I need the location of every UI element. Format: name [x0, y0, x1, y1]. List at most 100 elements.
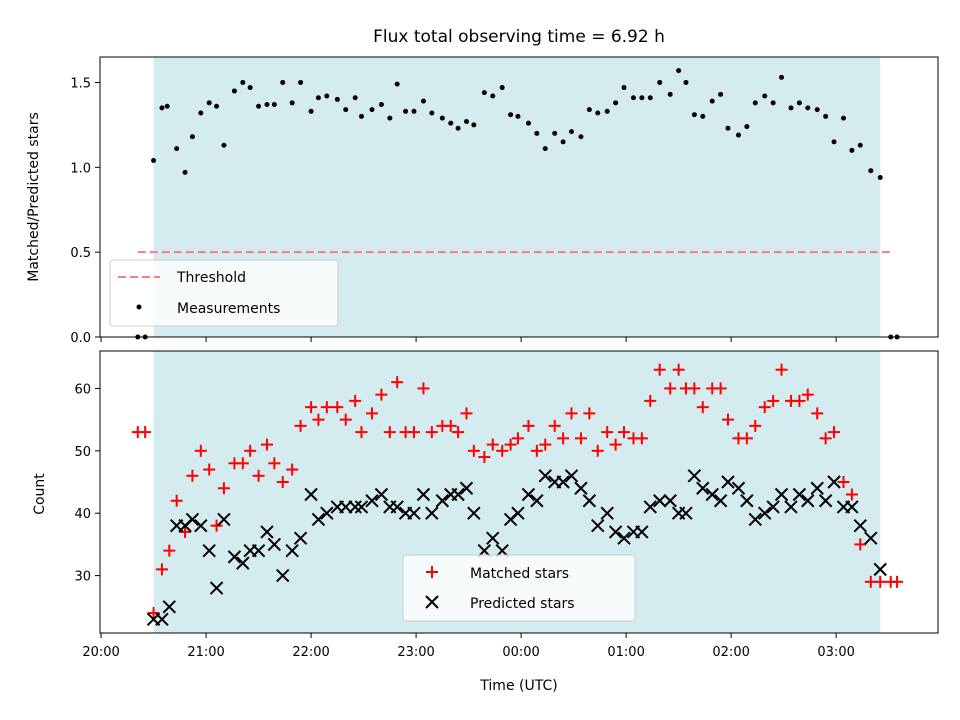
legend-threshold-label: Threshold: [176, 270, 246, 286]
predicted-star-point: [162, 600, 177, 614]
predicted-star-point: [721, 475, 735, 489]
matched-star-point: [425, 426, 438, 439]
predicted-star-point: [293, 531, 308, 545]
predicted-star-point: [407, 506, 421, 520]
measurement-point: [264, 102, 270, 108]
legend-measurements-label: Measurements: [177, 301, 280, 317]
measurement-point: [823, 113, 829, 119]
matched-star-point: [260, 438, 273, 451]
predicted-star-point: [227, 550, 242, 564]
y-tick-label: 60: [74, 382, 91, 397]
measurement-point: [151, 158, 157, 164]
matched-star-point: [758, 401, 771, 414]
predicted-star-point: [530, 494, 544, 508]
measurement-point: [578, 134, 584, 140]
matched-star-point: [696, 401, 709, 414]
measurement-point: [499, 85, 505, 91]
bottom-plot-frame: [99, 350, 939, 634]
predicted-star-point: [582, 494, 597, 508]
measurement-point: [308, 108, 314, 114]
measurement-point: [214, 103, 220, 109]
measurement-point: [796, 100, 802, 106]
matched-star-point: [186, 469, 199, 482]
matched-star-point: [170, 494, 183, 507]
matched-star-point: [793, 394, 806, 407]
measurement-point: [159, 105, 165, 111]
measurement-point: [481, 90, 487, 96]
matched-star-point: [452, 426, 465, 439]
matched-star-point: [203, 463, 216, 476]
predicted-star-point: [748, 512, 762, 527]
x-tick-label: 20:00: [82, 645, 119, 660]
measurement-point: [683, 79, 689, 85]
predicted-star-point: [687, 469, 702, 483]
measurement-point: [814, 107, 820, 113]
matched-star-point: [496, 444, 509, 457]
matched-star-point: [139, 426, 152, 439]
measurement-point: [630, 95, 636, 101]
measurement-point: [857, 142, 863, 148]
top-panel: 0.0 0.5 1.0 1.5 Flux total observing time =…: [26, 27, 939, 346]
predicted-star-point: [202, 543, 216, 558]
legend-predicted-swatch: [425, 595, 439, 609]
predicted-star-point: [267, 537, 282, 552]
predicted-star-point: [827, 475, 841, 489]
measurement-point: [471, 122, 477, 128]
matched-star-point: [355, 426, 368, 439]
measurement-point: [779, 74, 785, 80]
matched-star-point: [305, 401, 318, 414]
matched-star-point: [147, 607, 160, 620]
x-tick-label: 21:00: [187, 645, 224, 660]
matched-star-point: [565, 407, 578, 420]
predicted-star-point: [853, 518, 867, 533]
matched-star-point: [618, 426, 631, 439]
measurement-point: [849, 147, 855, 153]
predicted-star-point: [194, 518, 208, 533]
matched-star-point: [339, 413, 352, 426]
predicted-stars-points: [146, 469, 887, 626]
measurement-point: [280, 79, 286, 85]
measurement-point: [691, 112, 697, 118]
matched-star-point: [349, 394, 362, 407]
predicted-star-point: [236, 556, 250, 570]
matched-star-point: [276, 476, 289, 489]
measurement-point: [394, 81, 400, 87]
matched-star-point: [417, 382, 430, 395]
matched-star-point: [664, 382, 677, 395]
measurement-point: [534, 130, 540, 136]
bottom-xlabel: Time (UTC): [479, 678, 557, 694]
matched-star-point: [294, 419, 307, 432]
measurement-point: [752, 100, 758, 106]
predicted-star-point: [600, 506, 614, 520]
measurement-point: [271, 102, 277, 108]
matched-star-point: [320, 401, 333, 414]
top-legend: Threshold Measurements: [109, 259, 339, 327]
matched-star-point: [478, 451, 491, 464]
measurement-point: [420, 98, 426, 104]
matched-star-point: [548, 419, 561, 432]
bottom-ticks: 20:00 21:00 22:00 23:00 00:00 01:00 02:00 03:00…: [74, 382, 854, 660]
matched-star-point: [574, 432, 587, 445]
legend-measurements-swatch: [136, 304, 142, 310]
measurement-point: [429, 110, 435, 116]
measurement-point: [805, 105, 811, 111]
y-tick-label: 0.5: [70, 246, 91, 261]
matched-star-point: [740, 432, 753, 445]
predicted-star-point: [574, 481, 588, 495]
predicted-star-point: [486, 531, 500, 545]
matched-star-point: [801, 388, 814, 401]
measurement-point: [735, 132, 741, 138]
y-tick-label: 40: [74, 507, 91, 522]
predicted-star-point: [354, 500, 369, 514]
predicted-star-point: [663, 494, 677, 508]
legend-predicted-label: Predicted stars: [470, 596, 575, 612]
y-tick-label: 0.0: [70, 331, 91, 346]
matched-star-point: [721, 413, 734, 426]
top-legend-box: [109, 259, 339, 327]
matched-star-point: [252, 469, 265, 482]
predicted-star-point: [766, 500, 780, 514]
predicted-star-point: [617, 531, 631, 545]
matched-star-point: [407, 426, 420, 439]
x-tick-label: 23:00: [397, 645, 434, 660]
